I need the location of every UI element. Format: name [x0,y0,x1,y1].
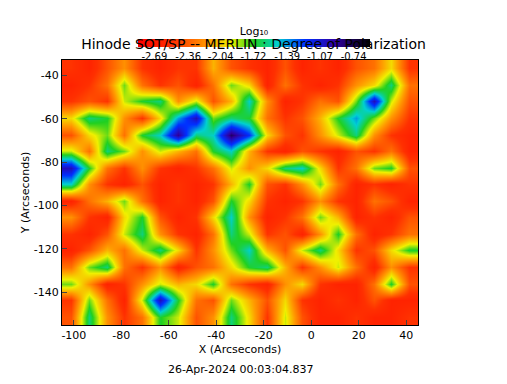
svg-text:-1.07: -1.07 [307,51,333,62]
svg-text:-140: -140 [34,286,59,299]
svg-text:Hinode SOT/SP -- MERLIN : Degr: Hinode SOT/SP -- MERLIN : Degree of Pola… [81,36,426,52]
svg-text:-2.36: -2.36 [175,51,201,62]
svg-text:-40: -40 [41,69,59,82]
svg-text:X (Arcseconds): X (Arcseconds) [199,343,281,356]
svg-text:-1.39: -1.39 [274,51,300,62]
svg-text:-40: -40 [207,329,225,342]
svg-text:-80: -80 [41,156,59,169]
svg-text:20: 20 [352,329,366,342]
svg-text:-1.72: -1.72 [241,51,267,62]
svg-text:-80: -80 [112,329,130,342]
svg-text:40: 40 [399,329,413,342]
svg-text:-100: -100 [61,329,86,342]
svg-text:26-Apr-2024 00:03:04.837: 26-Apr-2024 00:03:04.837 [168,363,313,376]
svg-text:-60: -60 [160,329,178,342]
svg-text:Log₁₀: Log₁₀ [240,25,269,38]
svg-text:-120: -120 [34,243,59,256]
svg-text:-60: -60 [41,113,59,126]
svg-text:0: 0 [308,329,315,342]
svg-text:-2.04: -2.04 [208,51,234,62]
svg-text:-0.74: -0.74 [341,51,367,62]
svg-text:-2.69: -2.69 [141,51,167,62]
svg-text:-20: -20 [255,329,273,342]
svg-text:-100: -100 [34,199,59,212]
svg-text:Y (Arcseconds): Y (Arcseconds) [19,152,32,235]
